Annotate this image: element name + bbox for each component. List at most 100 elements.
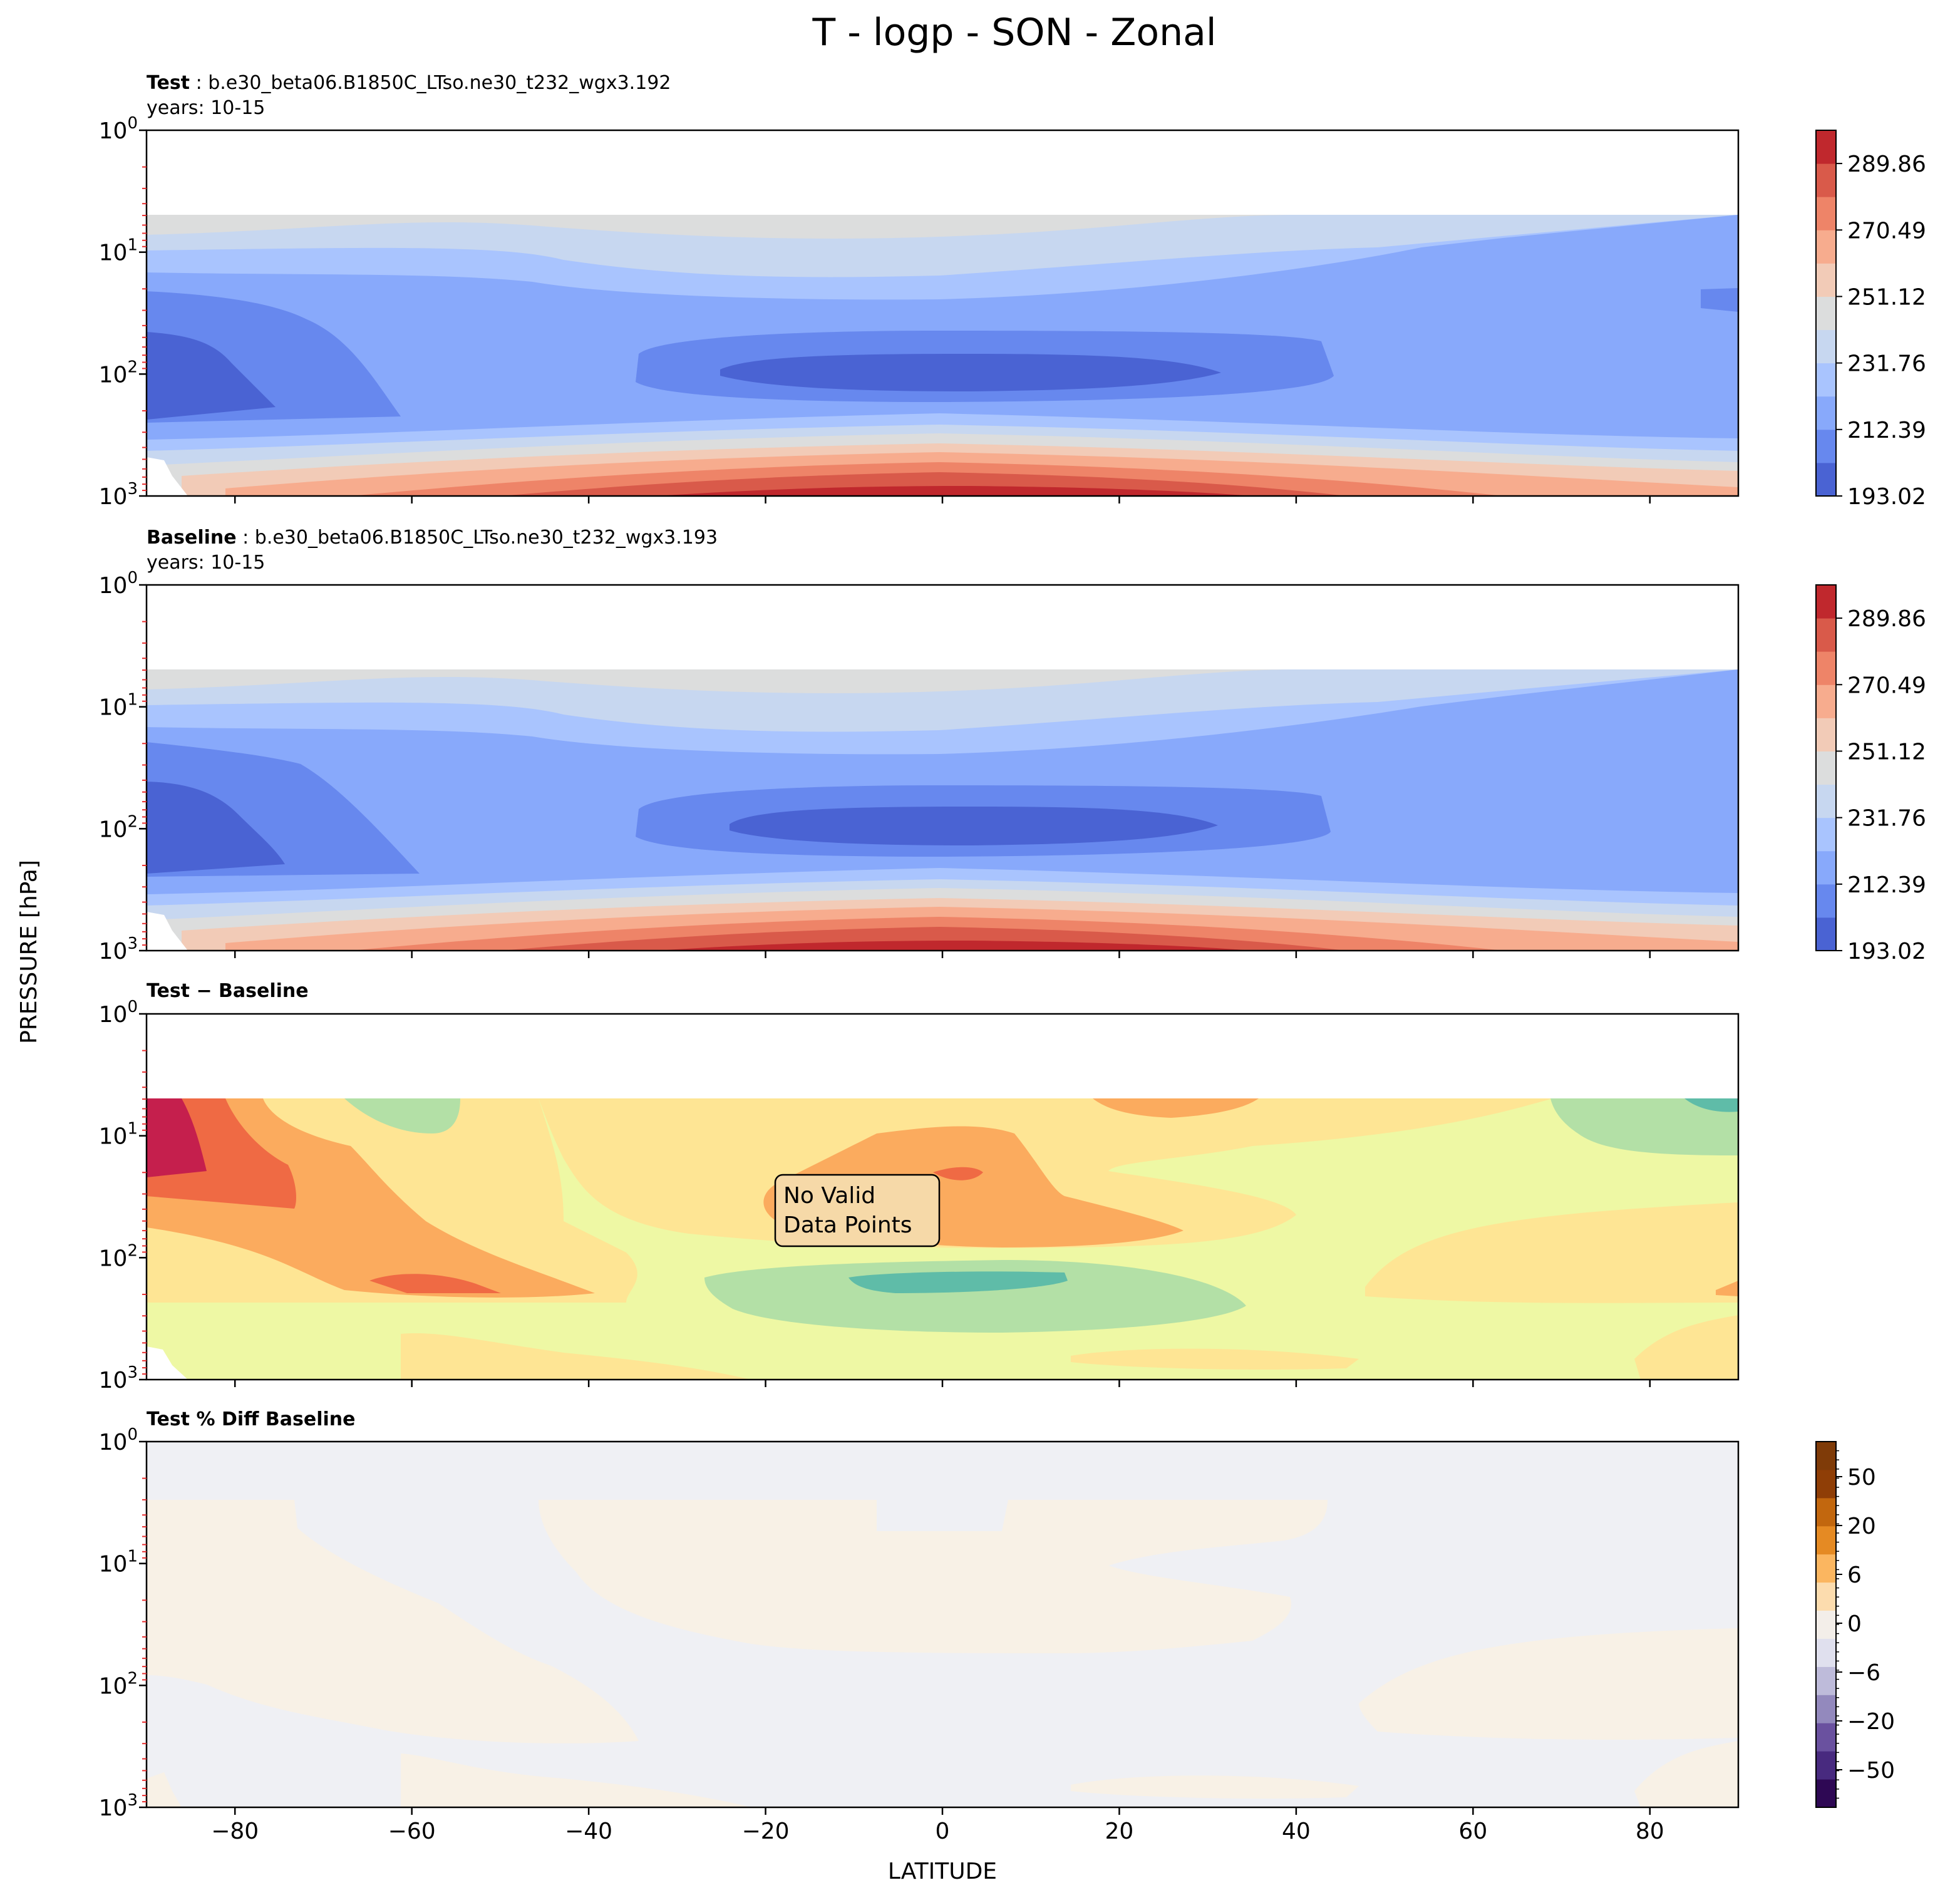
colorbar-segment [1816, 1751, 1836, 1780]
y-tick-label: 102 [99, 812, 138, 842]
panel-difference-title: Test − Baseline [147, 980, 309, 1002]
test-contour-level [1701, 288, 1738, 312]
percent-contour-level [147, 1772, 182, 1807]
x-tick-label: 40 [1282, 1819, 1311, 1844]
colorbar-segment [1816, 751, 1836, 785]
colorbar-tick-label: 231.76 [1847, 806, 1926, 832]
diff-contour-level [1093, 1098, 1259, 1118]
colorbar-segment [1816, 1469, 1836, 1499]
y-tick-label: 100 [99, 998, 138, 1028]
diff-contour-level [1684, 1098, 1738, 1112]
x-tick-label: −40 [565, 1819, 612, 1844]
colorbar-segment [1816, 296, 1836, 331]
colorbar-tick-label: −20 [1847, 1709, 1895, 1735]
panel-difference-contours [147, 1014, 1738, 1380]
colorbar-segment [1816, 718, 1836, 751]
colorbar-segment [1816, 197, 1836, 230]
colorbar-segment [1816, 1638, 1836, 1667]
panel-percent-title: Test % Diff Baseline [147, 1408, 356, 1430]
percent-contour-level [147, 1500, 639, 1743]
percent-contour-level [539, 1500, 1328, 1653]
baseline-contour-level [147, 782, 285, 874]
colorbar-segment [1816, 396, 1836, 430]
test-contour-level [147, 332, 276, 420]
diff-contour-level [933, 1167, 983, 1180]
diff-no-data-region [147, 1346, 188, 1380]
x-tick-label: −80 [211, 1819, 259, 1844]
y-tick-label: 101 [99, 236, 138, 266]
percent-contour-level [1359, 1628, 1738, 1740]
colorbar-frame [1815, 584, 1837, 951]
baseline-contour-level [730, 807, 1218, 845]
colorbar-segment [1816, 651, 1836, 685]
panel-baseline-colorbar: 193.02 212.39 231.76 251.12 270.49 289.86 [1815, 584, 1926, 964]
y-tick-label: 100 [99, 114, 138, 144]
percent-contour-level [1071, 1775, 1359, 1799]
colorbar-tick-label: 212.39 [1847, 872, 1926, 898]
test-no-data-region [147, 457, 188, 496]
y-tick-label: 102 [99, 358, 138, 388]
colorbar-segment [1816, 817, 1836, 852]
baseline-no-data-region [147, 912, 188, 951]
colorbar-segment [1816, 263, 1836, 297]
colorbar-segment [1816, 363, 1836, 397]
colorbar-tick-label: 6 [1847, 1562, 1862, 1588]
y-axis-label: PRESSURE [hPa] [16, 860, 42, 1044]
diff-contour-level [401, 1333, 751, 1380]
panel-test-colorbar: 193.02 212.39 231.76 251.12 270.49 289.86 [1815, 130, 1926, 510]
baseline-contour-level [147, 669, 1738, 887]
y-tick-label: 100 [99, 1425, 138, 1455]
colorbar-tick-label: 231.76 [1847, 351, 1926, 377]
colorbar-tick-label: 270.49 [1847, 218, 1926, 244]
panel-percent-contours [147, 1442, 1738, 1807]
test-contour-level [147, 215, 1738, 432]
colorbar-segment [1816, 329, 1836, 364]
colorbar-tick-label: −6 [1847, 1660, 1880, 1686]
diff-contour-level [704, 1260, 1246, 1333]
x-tick-label: 80 [1636, 1819, 1664, 1844]
y-tick-label: 101 [99, 691, 138, 721]
diff-contour-level [1634, 1315, 1738, 1380]
y-tick-label: 101 [99, 1120, 138, 1150]
panel-test: Test : b.e30_beta06.B1850C_LTso.ne30_t23… [99, 72, 1926, 510]
x-tick-label: −20 [742, 1819, 790, 1844]
colorbar-segment [1816, 618, 1836, 652]
diff-contour-level [147, 1098, 207, 1177]
panel-test-title: Test : b.e30_beta06.B1850C_LTso.ne30_t23… [147, 72, 671, 94]
colorbar-segment [1816, 1526, 1836, 1555]
y-tick-label: 103 [99, 1363, 138, 1393]
x-axis-label: LATITUDE [888, 1859, 997, 1884]
panel-test-contours [147, 130, 1738, 496]
panel-baseline-axis: 100 101 102 103 [99, 569, 147, 964]
diff-contour-level [1550, 1098, 1738, 1155]
colorbar-segment [1816, 1666, 1836, 1695]
panel-percent-xticks: −80 −60 −40 −20 0 20 40 60 80 [211, 1807, 1664, 1844]
diff-contour-level [344, 1098, 460, 1133]
x-tick-label: 20 [1105, 1819, 1134, 1844]
baseline-contour-level [658, 941, 1252, 951]
test-contour-level [720, 354, 1221, 391]
panel-difference-axis: 100 101 102 103 [99, 998, 147, 1393]
colorbar-segment [1816, 1497, 1836, 1527]
colorbar-tick-label: 193.02 [1847, 484, 1926, 510]
colorbar-segment [1816, 917, 1836, 951]
colorbar-segment [1816, 1554, 1836, 1583]
colorbar-tick-label: 289.86 [1847, 152, 1926, 177]
colorbar-segment [1816, 684, 1836, 718]
colorbar-tick-label: 50 [1847, 1465, 1876, 1490]
colorbar-segment [1816, 230, 1836, 264]
colorbar-segment [1816, 462, 1836, 497]
figure-title: T - logp - SON - Zonal [812, 11, 1216, 54]
panel-test-xticks [234, 496, 1651, 503]
panel-baseline-title: Baseline : b.e30_beta06.B1850C_LTso.ne30… [147, 527, 718, 549]
panel-baseline: Baseline : b.e30_beta06.B1850C_LTso.ne30… [99, 527, 1926, 964]
colorbar-segment [1816, 429, 1836, 463]
x-tick-label: 0 [936, 1819, 950, 1844]
colorbar-segment [1816, 1442, 1836, 1470]
y-tick-label: 102 [99, 1669, 138, 1699]
annotation-line-2: Data Points [783, 1212, 912, 1238]
diff-contour-level [1071, 1348, 1359, 1370]
panel-baseline-contours [147, 585, 1738, 951]
colorbar-tick-label: 0 [1847, 1611, 1862, 1637]
